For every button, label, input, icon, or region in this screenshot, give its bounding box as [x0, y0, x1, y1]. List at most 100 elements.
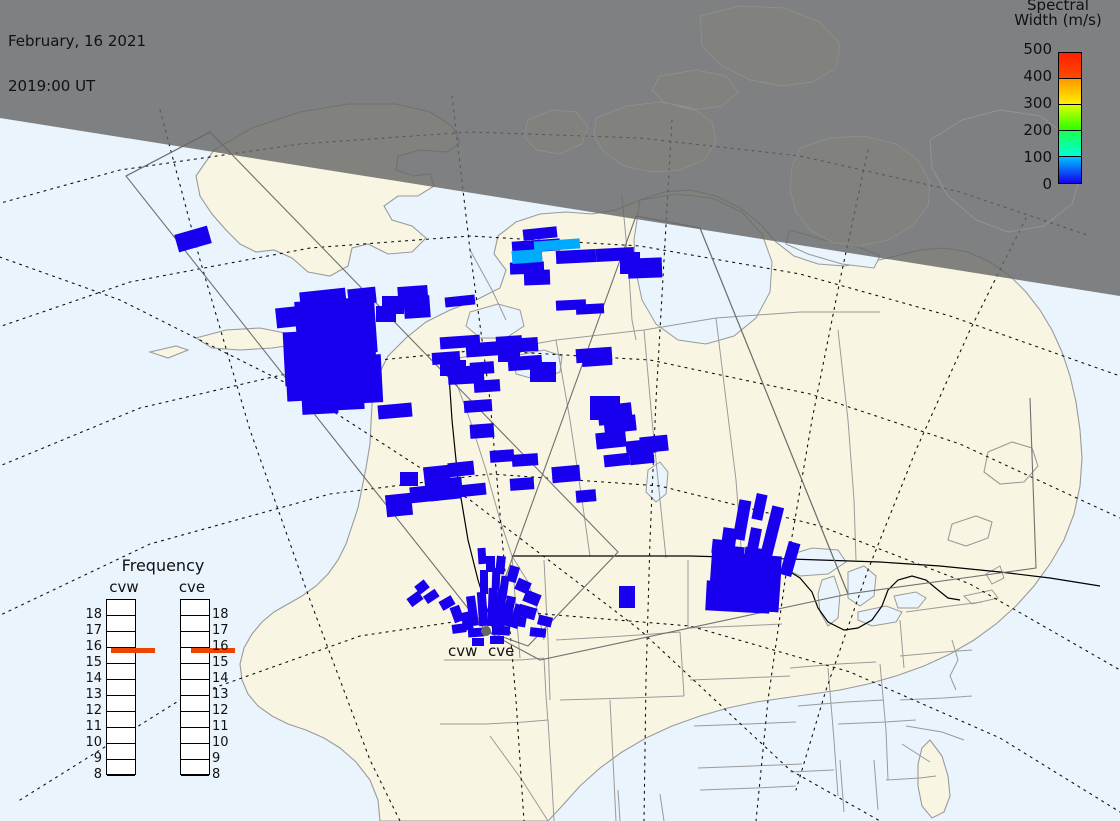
border-province-nt-nu [621, 195, 637, 341]
border-state-sc-ga [901, 743, 931, 763]
frequency-column-cve: cve 18 17 16 15 14 13 12 11 10 9 [162, 578, 235, 781]
frequency-legend-title: Frequency [121, 556, 205, 575]
freq-tick: 17 [212, 623, 229, 638]
graticule-parallel-30 [19, 611, 1120, 813]
freq-seg [181, 712, 209, 728]
night-coast-victoria [593, 101, 717, 173]
night-coast-banks [523, 109, 589, 155]
coast-chesapeake [949, 639, 959, 691]
timestamp-block: February, 16 2021 2019:00 UT [8, 4, 146, 124]
night-coast-baffin [789, 135, 931, 247]
night-terminator-layer [0, 0, 1120, 296]
freq-tick: 11 [85, 719, 102, 734]
freq-seg [107, 744, 135, 760]
colorbar-tick-200: 200 [1023, 121, 1052, 139]
frequency-legend: Frequency cvw 18 17 16 15 14 13 12 [85, 556, 238, 798]
night-coastline-overlay [523, 5, 1083, 247]
border-state-ca-nv-diag [489, 735, 549, 821]
freq-seg [181, 616, 209, 632]
frequency-bar-cve [180, 599, 235, 776]
border-territory-60n [447, 311, 880, 361]
colorbar-band-0-100 [1059, 157, 1081, 183]
land-aleutians [147, 345, 190, 359]
graticule-meridian-1 [0, 256, 881, 821]
graticule-meridian-4 [643, 119, 673, 821]
freq-seg [107, 680, 135, 696]
freq-seg [107, 760, 135, 776]
freq-seg [107, 664, 135, 680]
colorbar-tick-500: 500 [1023, 40, 1052, 58]
coast-cape-cod [985, 565, 1005, 585]
great-lakes-ontario [893, 591, 927, 609]
great-lakes-huron [847, 565, 877, 607]
freq-seg [181, 664, 209, 680]
border-state-wy-co [559, 695, 685, 701]
great-bear-lake [465, 303, 525, 339]
border-state-tx-ok [699, 785, 797, 791]
graticule-meridian-2 [159, 109, 401, 821]
radar-label-cvw: cvw [448, 642, 478, 660]
frequency-scale-cvw: 18 17 16 15 14 13 12 11 10 9 8 [80, 606, 102, 786]
freq-seg [181, 680, 209, 696]
graticule-meridian-3 [451, 95, 525, 821]
freq-tick: 18 [212, 607, 229, 622]
freq-tick: 11 [212, 719, 229, 734]
lake-winnipeg [645, 461, 669, 503]
coast-long-island [962, 589, 999, 605]
colorbar-band-200-300 [1059, 105, 1081, 131]
colorbar-title-line2: Width (m/s) [1014, 11, 1102, 29]
great-lakes-michigan [817, 575, 841, 627]
border-province-on-qc [837, 329, 857, 561]
freq-tick: 15 [212, 655, 229, 670]
frequency-bar-cvw [106, 599, 155, 776]
border-state-nd-sd [687, 623, 783, 629]
freq-tick: 13 [85, 687, 102, 702]
freq-seg [107, 600, 135, 616]
border-state-il-w [827, 667, 839, 797]
freq-seg [181, 600, 209, 616]
graticule-parallel-60 [0, 235, 1120, 377]
colorbar-title: Spectral Width (m/s) [1000, 0, 1116, 28]
freq-seg [107, 728, 135, 744]
colorbar-gradient [1058, 52, 1082, 184]
freq-tick: 13 [212, 687, 229, 702]
freq-tick: 15 [85, 655, 102, 670]
inland-water-layer [465, 193, 927, 627]
border-province-yt-nt [469, 249, 507, 321]
freq-tick: 10 [212, 735, 229, 750]
border-state-ms-al [839, 759, 845, 813]
colorbar-band-300-400 [1059, 79, 1081, 105]
freq-seg [107, 712, 135, 728]
border-state-in-oh [879, 663, 889, 781]
border-state-or-ca [440, 719, 549, 725]
backscatter-layer [174, 225, 801, 646]
frequency-marker-cve [191, 648, 235, 653]
border-state-mt-wy [555, 631, 681, 641]
freq-tick: 14 [85, 671, 102, 686]
colorbar-tick-labels: 500 400 300 200 100 0 [1000, 42, 1054, 194]
border-state-nm-tx [659, 793, 665, 821]
night-coast-devon [651, 69, 739, 111]
freq-seg [107, 632, 135, 648]
border-state-or-id [543, 657, 549, 723]
border-state-va-nc [899, 695, 973, 701]
freq-seg [181, 728, 209, 744]
border-state-mn-ia [789, 661, 877, 669]
border-state-wy-sd [679, 631, 685, 697]
colorbar-band-100-200 [1059, 131, 1081, 157]
frequency-column-cve-label: cve [178, 578, 206, 596]
night-coast-greenland [929, 109, 1083, 233]
border-state-nv-ut [547, 719, 555, 821]
freq-tick: 9 [93, 751, 102, 766]
frequency-column-cvw-label: cvw [109, 578, 139, 596]
colorbar-panel: Spectral Width (m/s) 500 400 300 200 100… [1000, 0, 1120, 200]
border-state-la-ar [789, 769, 835, 773]
great-lakes-erie [857, 605, 903, 627]
border-state-az-nm [617, 789, 621, 821]
frequency-column-cvw: cvw 18 17 16 15 14 13 12 11 10 9 [85, 578, 155, 781]
fov-outline-cvw [125, 131, 619, 647]
freq-tick: 17 [85, 623, 102, 638]
freq-tick: 10 [85, 735, 102, 750]
